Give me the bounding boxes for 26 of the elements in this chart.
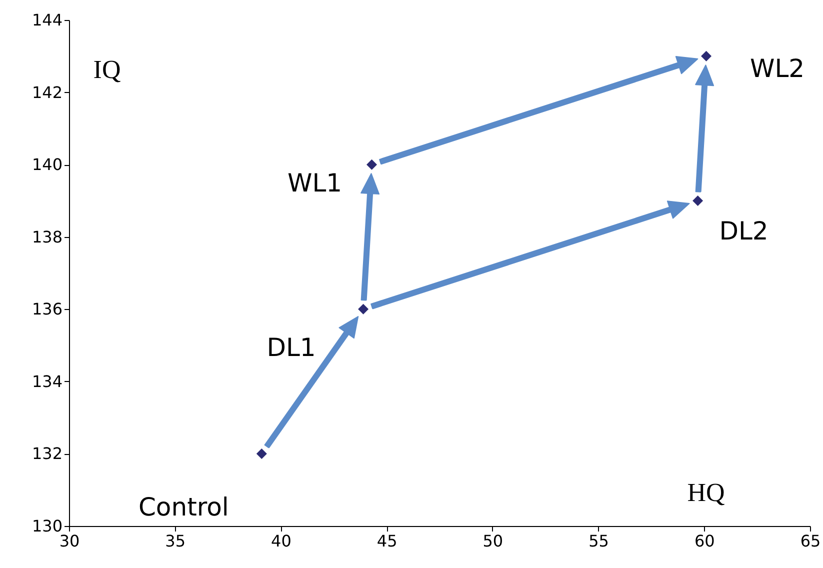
y-tick-label: 136: [32, 300, 62, 319]
x-axis-title: HQ: [687, 478, 725, 507]
point: [256, 448, 267, 459]
x-tick-label: 45: [376, 532, 398, 550]
y-tick-label: 140: [32, 155, 62, 174]
y-tick-label: 134: [32, 372, 62, 391]
point: [358, 304, 369, 314]
annotation: DL2: [719, 216, 768, 246]
y-axis-title: IQ: [93, 55, 121, 84]
y-tick-label: 144: [32, 10, 62, 30]
annotation: WL2: [750, 54, 805, 84]
point: [692, 195, 704, 206]
point: [366, 159, 377, 170]
x-tick-label: 55: [588, 532, 609, 550]
y-tick-label: 132: [32, 444, 62, 464]
x-tick-label: 60: [694, 532, 715, 550]
annotation: Control: [138, 492, 229, 522]
annotation: WL1: [287, 168, 342, 198]
x-tick-label: 65: [800, 532, 821, 550]
y-tick-label: 142: [32, 82, 62, 102]
x-tick-label: 50: [482, 532, 504, 550]
x-tick-label: 35: [165, 532, 186, 550]
point: [701, 50, 712, 62]
annotation: DL1: [266, 333, 316, 362]
x-tick-label: 40: [271, 532, 292, 550]
y-tick-label: 138: [32, 227, 62, 246]
